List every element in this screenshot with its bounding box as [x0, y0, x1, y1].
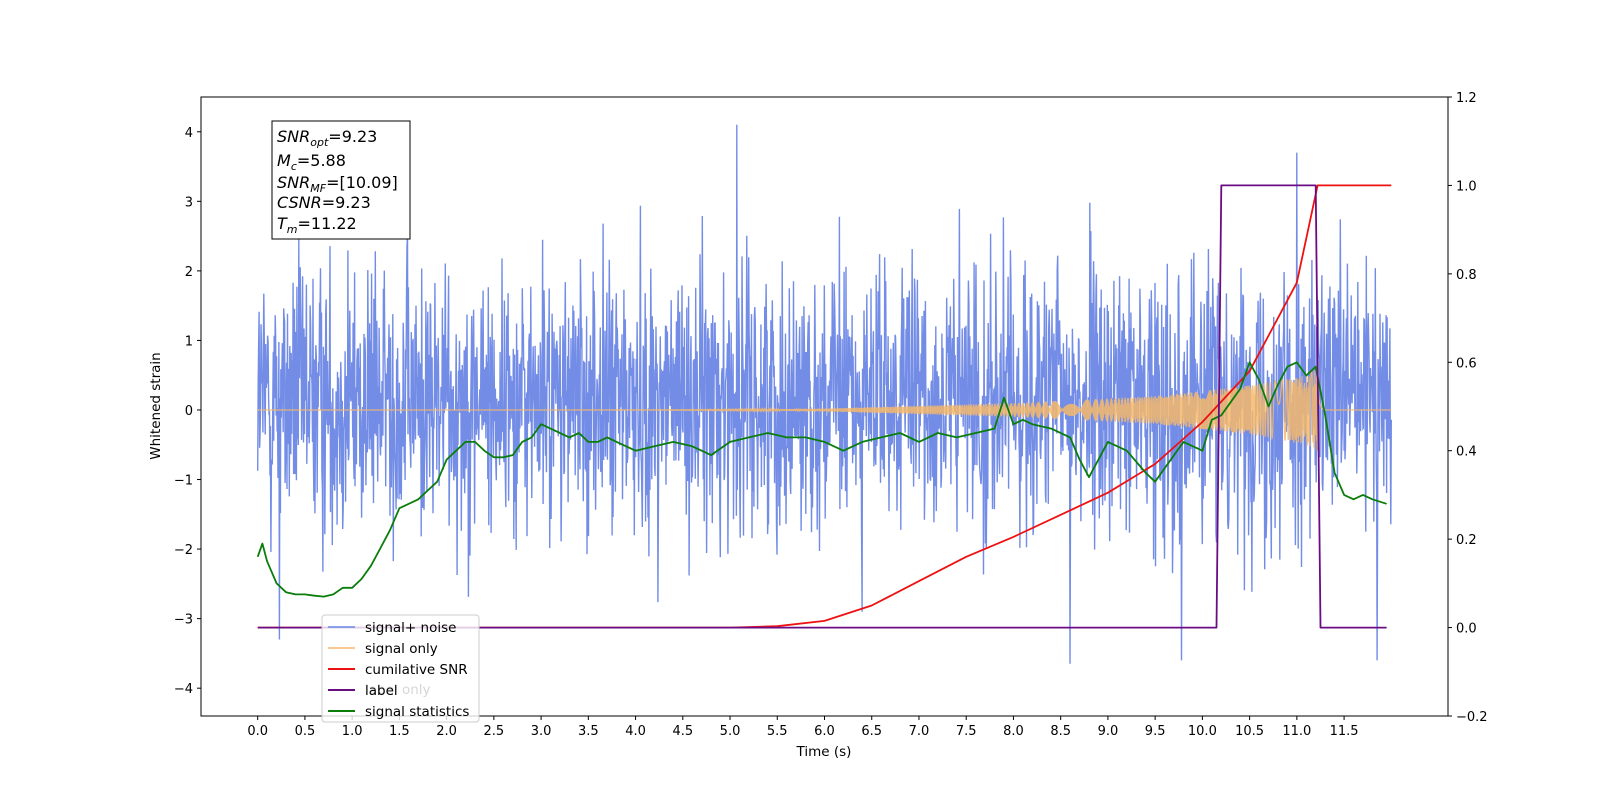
- annotation-line: CSNR=9.23: [277, 193, 371, 212]
- x-tick-label: 6.0: [814, 724, 835, 739]
- x-tick-label: 0.0: [247, 724, 268, 739]
- x-tick-label: 8.0: [1003, 724, 1024, 739]
- x-tick-label: 3.0: [531, 724, 552, 739]
- y-right-tick-label: 0.2: [1456, 533, 1477, 548]
- y-left-tick-label: 1: [185, 334, 193, 349]
- y-axis-left: −4 −3 −2 −1 0 1 2 3 4: [174, 126, 201, 697]
- y-right-tick-label: −0.2: [1456, 710, 1488, 725]
- annotation-frame: [271, 120, 411, 240]
- x-tick-label: 2.5: [484, 724, 505, 739]
- x-tick-label: 10.0: [1188, 724, 1217, 739]
- y-left-tick-label: 0: [185, 404, 193, 419]
- x-tick-label: 10.5: [1235, 724, 1264, 739]
- y-right-tick-label: 0.4: [1456, 445, 1477, 460]
- x-tick-label: 8.5: [1050, 724, 1071, 739]
- annotation-line: SNRopt=9.23: [277, 127, 377, 149]
- signal-noise-line: [257, 124, 1392, 664]
- signal-noise-series: [257, 124, 1392, 664]
- x-tick-label: 4.0: [625, 724, 646, 739]
- y-left-tick-label: 2: [185, 265, 193, 280]
- y-left-tick-label: −2: [174, 543, 193, 558]
- y-left-tick-label: 4: [185, 126, 193, 141]
- x-tick-label: 7.0: [909, 724, 930, 739]
- x-tick-label: 11.5: [1330, 724, 1359, 739]
- x-tick-label: 9.0: [1098, 724, 1119, 739]
- legend-label: signal+ noise: [365, 620, 456, 636]
- legend-label: signal statistics: [365, 704, 469, 720]
- annotation-line: SNRMF=[10.09]: [277, 173, 398, 195]
- x-tick-label: 5.5: [767, 724, 788, 739]
- x-tick-label: 7.5: [956, 724, 977, 739]
- y-right-tick-label: 1.0: [1456, 179, 1477, 194]
- y-axis-right: −0.2 0.0 0.2 0.4 0.6 0.8 1.0 1.2: [1448, 91, 1488, 725]
- legend-label: cumilative SNR: [365, 662, 468, 678]
- signal-only-series: [257, 370, 1392, 451]
- signal-statistics-line: [256, 361, 1387, 598]
- annotation-line: Mc=5.88: [277, 151, 346, 173]
- x-axis-label: Time (s): [796, 744, 852, 760]
- y-axis-label: Whitened strain: [148, 352, 164, 459]
- x-tick-label: 11.0: [1282, 724, 1311, 739]
- x-tick-label: 2.0: [436, 724, 457, 739]
- y-left-tick-label: −1: [174, 474, 193, 489]
- x-axis: 0.0 0.5 1.0 1.5 2.0 2.5 3.0 3.5 4.0 4.5 5.0 5.5 6.0 6…: [247, 716, 1359, 739]
- right-axis-series: [256, 184, 1392, 629]
- x-tick-label: 5.0: [720, 724, 741, 739]
- label-line: [257, 184, 1387, 629]
- y-left-tick-label: 3: [185, 195, 193, 210]
- y-left-tick-label: −3: [174, 613, 193, 628]
- legend-label: signal only: [365, 641, 438, 657]
- y-left-tick-label: −4: [174, 682, 193, 697]
- legend-frame: [321, 614, 480, 723]
- signal-only-line: [257, 370, 1392, 451]
- legend: label only signal+ noise signal only cumila…: [321, 614, 480, 723]
- y-right-tick-label: 0.6: [1456, 356, 1477, 371]
- x-tick-label: 1.5: [389, 724, 410, 739]
- x-tick-label: 9.5: [1145, 724, 1166, 739]
- x-tick-label: 6.5: [861, 724, 882, 739]
- x-tick-label: 0.5: [295, 724, 316, 739]
- x-tick-label: 4.5: [672, 724, 693, 739]
- x-tick-label: 3.5: [578, 724, 599, 739]
- y-right-tick-label: 0.0: [1456, 622, 1477, 637]
- y-right-tick-label: 1.2: [1456, 91, 1477, 106]
- legend-label: label: [365, 683, 398, 699]
- legend-ghost-text: label only: [365, 682, 431, 698]
- x-tick-label: 1.0: [342, 724, 363, 739]
- annotation-line: Tm=11.22: [277, 214, 357, 236]
- y-right-tick-label: 0.8: [1456, 268, 1477, 283]
- stats-annotation-box: SNRopt=9.23Mc=5.88SNRMF=[10.09]CSNR=9.23…: [271, 120, 411, 240]
- cumulative-snr-line: [257, 184, 1392, 629]
